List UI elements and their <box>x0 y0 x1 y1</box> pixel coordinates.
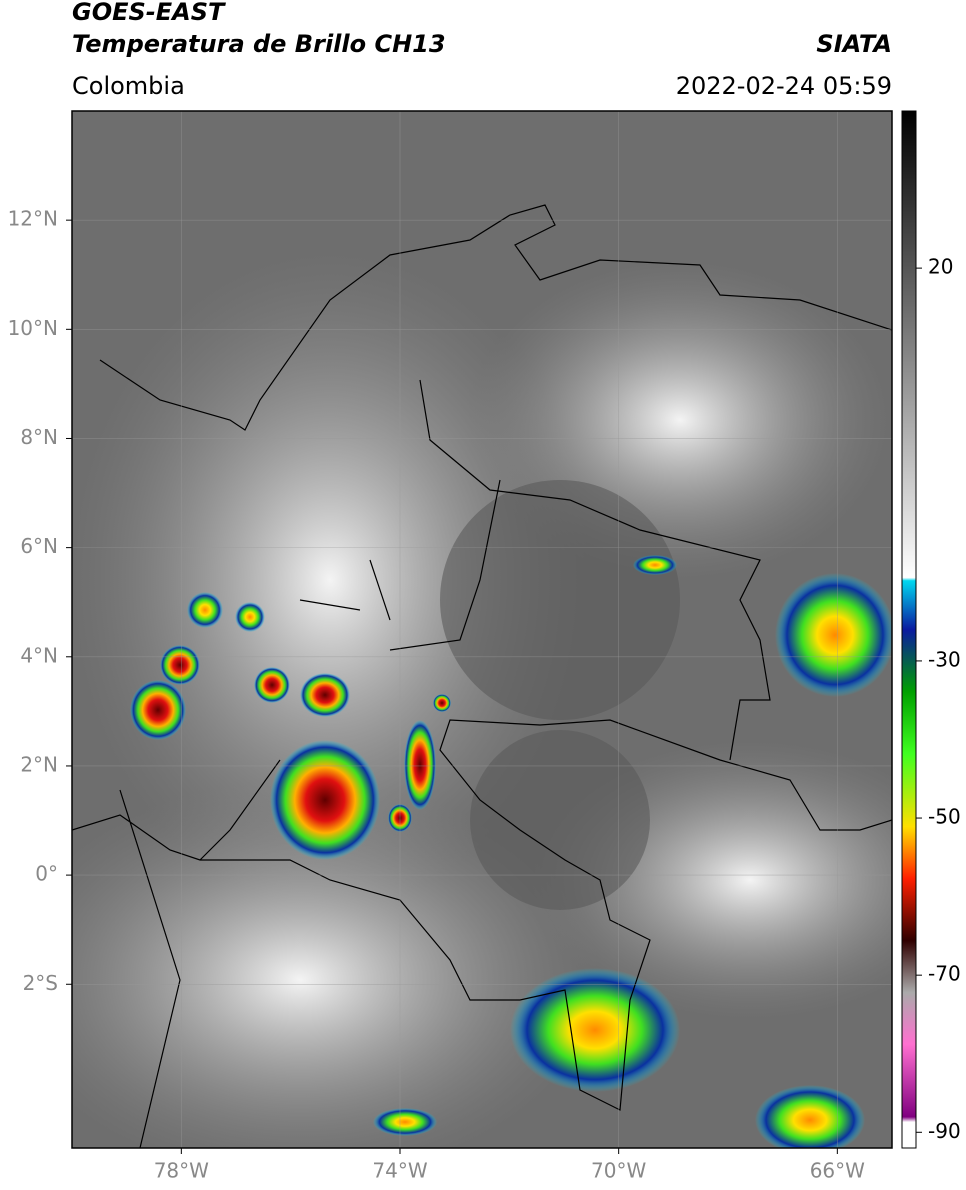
lat-tick-label: 0° <box>35 862 58 886</box>
lat-tick-label: 10°N <box>8 316 58 340</box>
lon-tick-label: 78°W <box>154 1159 209 1183</box>
colorbar-tick-label: -30 <box>928 647 961 671</box>
subtitle: Temperatura de Brillo CH13 <box>72 30 446 58</box>
lat-tick-label: 4°N <box>20 643 58 667</box>
lat-tick-label: 2°N <box>20 752 58 776</box>
satellite-image <box>72 111 892 1148</box>
colorbar-tick-label: 20 <box>928 255 953 279</box>
datetime: 2022-02-24 05:59 <box>676 72 892 100</box>
lat-tick-label: 8°N <box>20 425 58 449</box>
colorbar-tick-label: -70 <box>928 962 961 986</box>
lat-tick-label: 2°S <box>23 971 58 995</box>
title: GOES-EAST <box>72 0 226 26</box>
lat-tick-label: 12°N <box>8 207 58 231</box>
graticule <box>72 111 892 1148</box>
lat-tick-label: 6°N <box>20 534 58 558</box>
map-frame <box>71 110 893 1149</box>
lon-tick-label: 66°W <box>810 1159 865 1183</box>
colorbar-tick-label: -90 <box>928 1119 961 1143</box>
lon-tick-label: 74°W <box>372 1159 427 1183</box>
region: Colombia <box>72 72 185 100</box>
source: SIATA <box>816 30 892 58</box>
colorbar <box>901 110 917 1149</box>
lon-tick-label: 70°W <box>591 1159 646 1183</box>
colorbar-tick-label: -50 <box>928 805 961 829</box>
